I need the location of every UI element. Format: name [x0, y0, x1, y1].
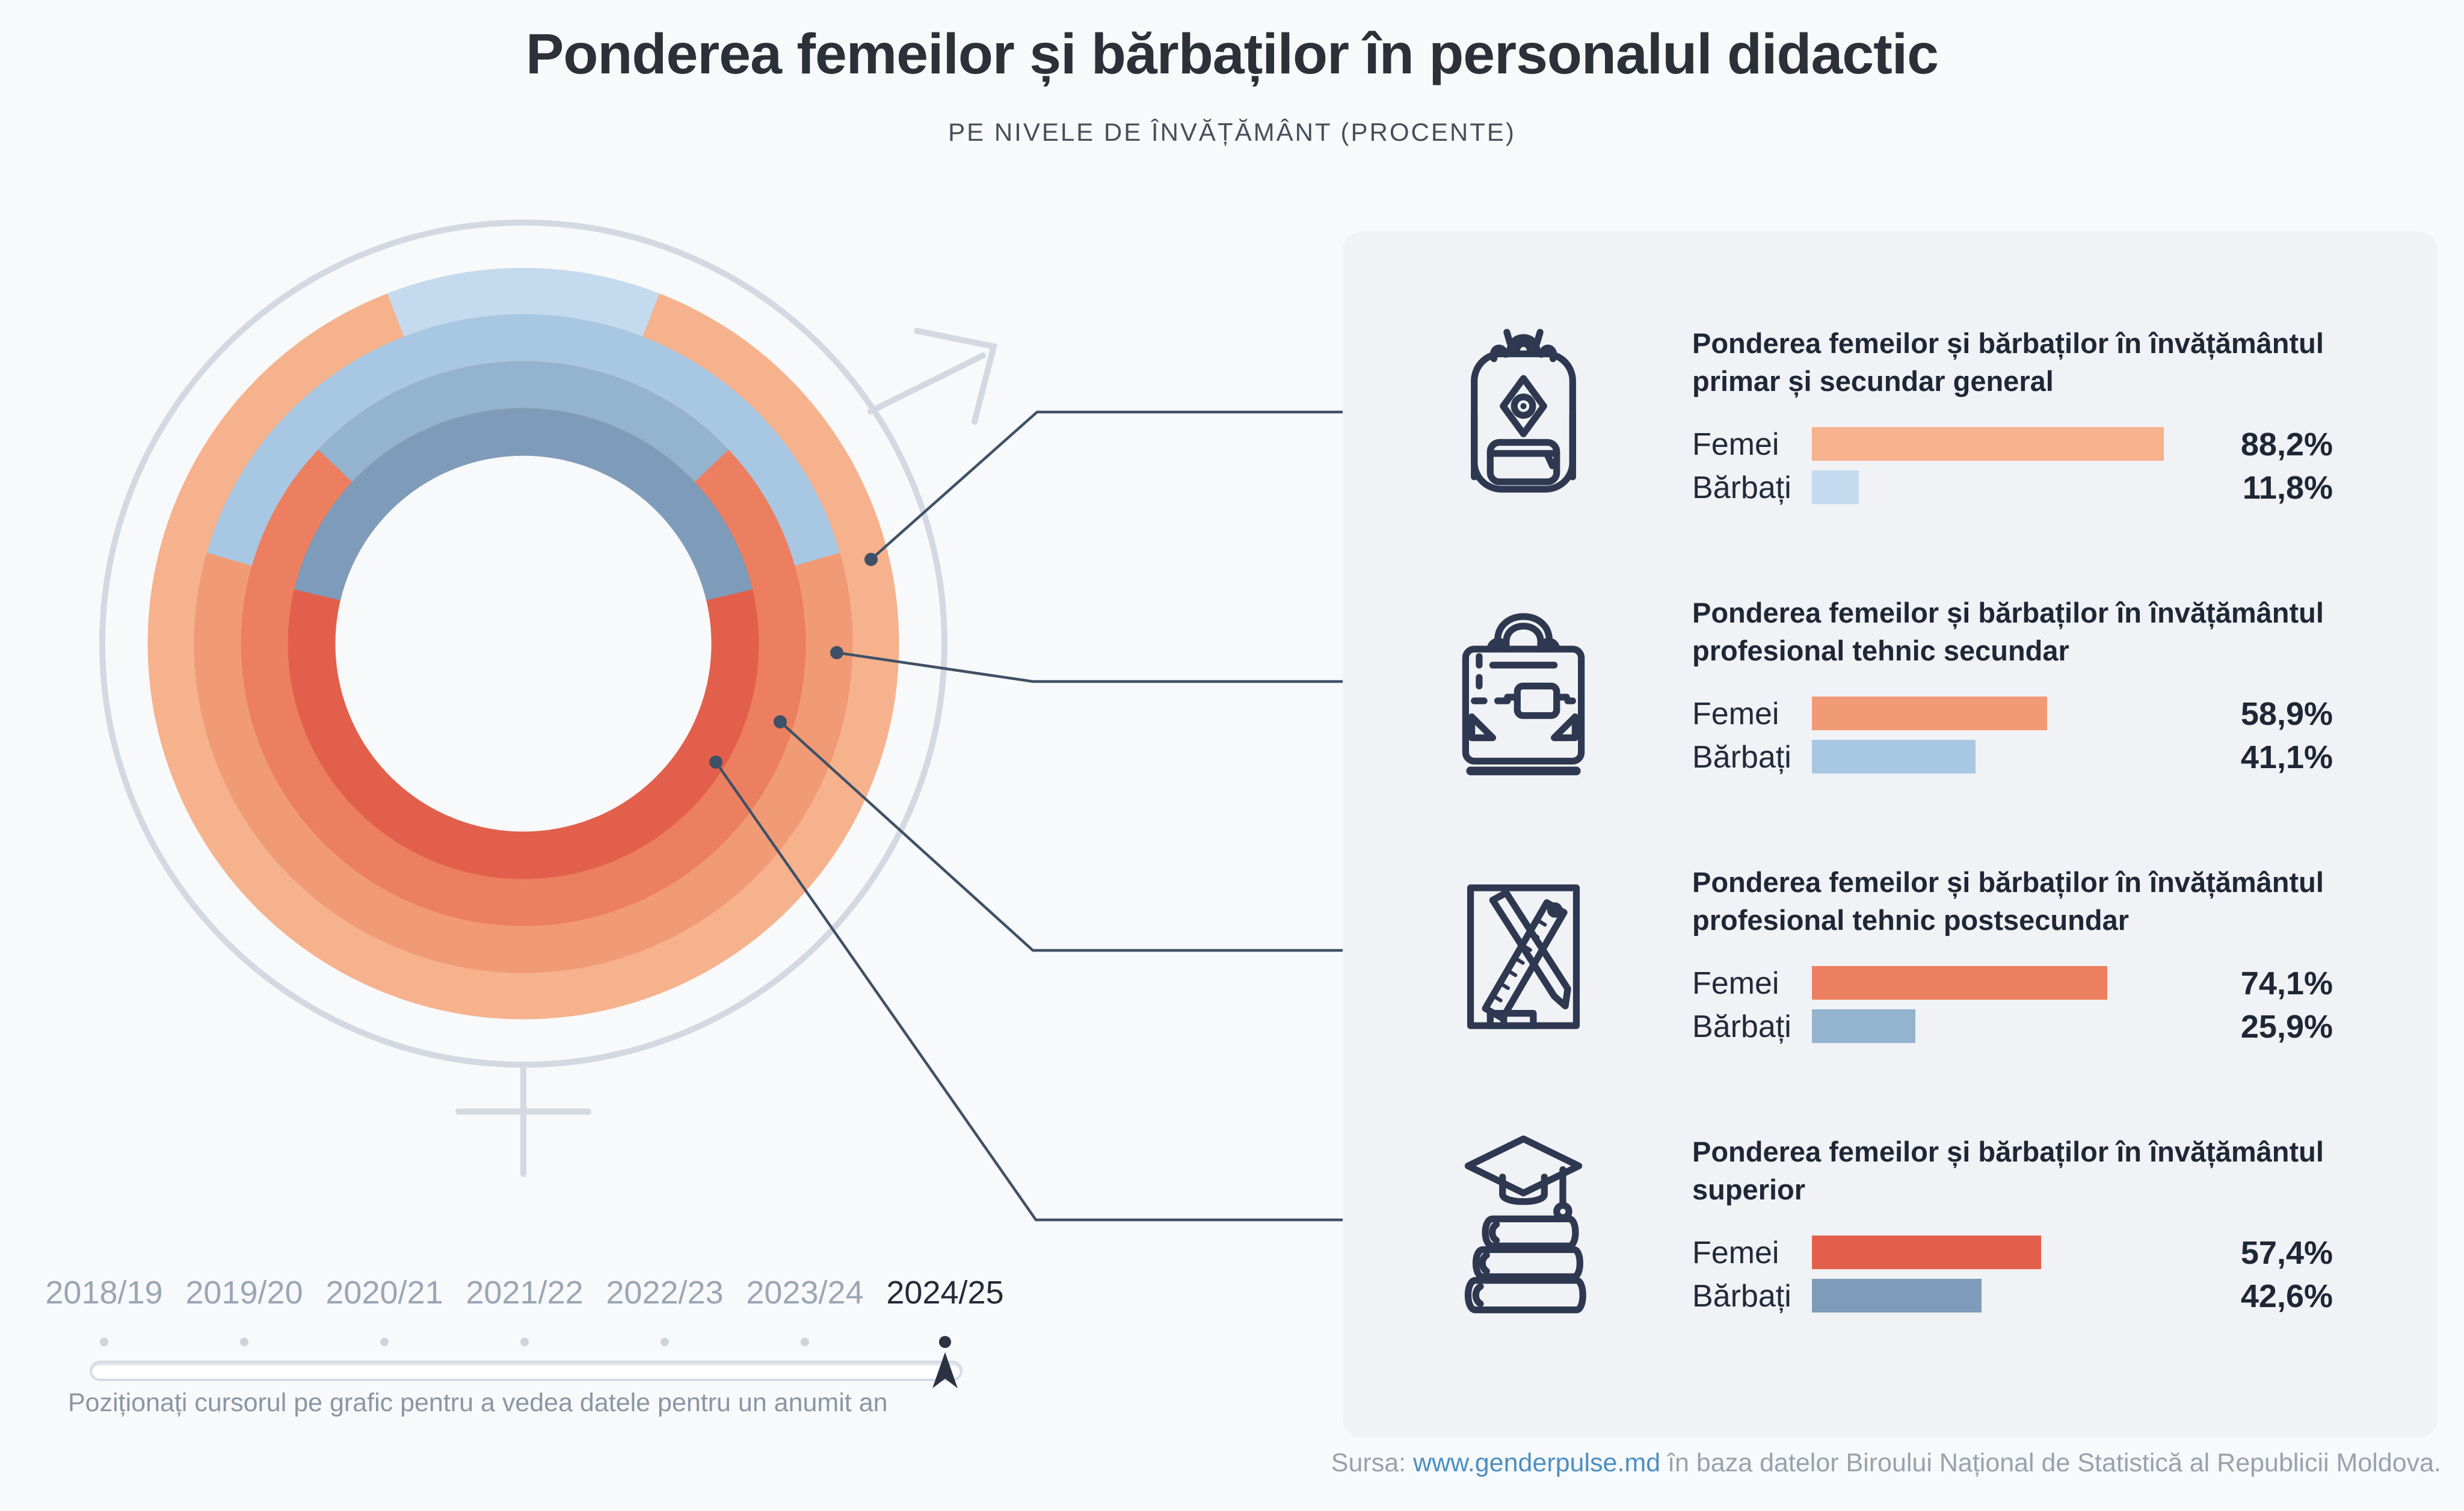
- source-link[interactable]: www.genderpulse.md: [1413, 1448, 1661, 1477]
- level-card-tehnic-secundar: Ponderea femeilor și bărbaților în învăț…: [1343, 597, 2438, 856]
- active-year-dot: [939, 1336, 951, 1348]
- card-title: Ponderea femeilor și bărbaților în învăț…: [1692, 1133, 2408, 1208]
- femei-value: 88,2%: [2240, 426, 2333, 463]
- year-label-2018-19[interactable]: 2018/19: [45, 1275, 163, 1311]
- connector-line-1: [870, 410, 1394, 561]
- femei-bar: [1812, 966, 2107, 1000]
- page-title: Ponderea femeilor și bărbaților în perso…: [526, 22, 1939, 86]
- pencil-ruler-icon: [1456, 860, 1591, 1049]
- connector-dot-2: [830, 646, 843, 659]
- ring-0-barbati-arc[interactable]: [387, 268, 660, 338]
- femei-value: 74,1%: [2240, 965, 2333, 1002]
- year-label-2021-22[interactable]: 2021/22: [466, 1275, 584, 1311]
- barbati-bar: [1812, 740, 1976, 774]
- graduation-books-icon: [1456, 1129, 1591, 1319]
- card-title-line1: Ponderea femeilor și bărbaților în învăț…: [1692, 597, 2324, 629]
- femei-bar: [1812, 1236, 2041, 1269]
- level-card-superior: Ponderea femeilor și bărbaților în învăț…: [1343, 1133, 2438, 1395]
- barbati-value: 41,1%: [2240, 739, 2333, 775]
- year-dot-2023-24[interactable]: [801, 1338, 809, 1346]
- card-title-line2: profesional tehnic postsecundar: [1692, 904, 2130, 936]
- source-line: Sursa: www.genderpulse.md în baza datelo…: [1331, 1448, 2441, 1478]
- connector-line-4: [715, 761, 1394, 1222]
- card-title-line2: primar și secundar general: [1692, 365, 2054, 397]
- ring-1-barbati-arc[interactable]: [206, 314, 840, 566]
- ring-2-barbati-arc[interactable]: [318, 361, 729, 482]
- donut-rings[interactable]: [147, 268, 899, 1020]
- card-title-line1: Ponderea femeilor și bărbaților în învăț…: [1692, 327, 2324, 359]
- femei-bar: [1812, 427, 2164, 461]
- year-label-2024-25[interactable]: 2024/25: [886, 1275, 1004, 1311]
- barbati-bar: [1812, 470, 1859, 504]
- slider-cursor-pin[interactable]: [926, 1336, 964, 1391]
- card-title: Ponderea femeilor și bărbaților în învăț…: [1692, 863, 2408, 939]
- barbati-bar: [1812, 1279, 1982, 1313]
- page-subtitle: PE NIVELE DE ÎNVĂȚĂMÂNT (PROCENTE): [948, 118, 1516, 146]
- card-title: Ponderea femeilor și bărbaților în învăț…: [1692, 324, 2408, 400]
- slider-track[interactable]: [90, 1361, 962, 1381]
- femei-label: Femei: [1692, 697, 1779, 731]
- card-title-line1: Ponderea femeilor și bărbaților în învăț…: [1692, 1136, 2324, 1168]
- female-cross-icon: [455, 1063, 591, 1177]
- barbati-label: Bărbați: [1692, 1279, 1791, 1314]
- backpack-icon: [1456, 321, 1591, 510]
- connector-dot-4: [709, 756, 722, 769]
- timeline-hint: Poziționați cursorul pe grafic pentru a …: [68, 1388, 888, 1417]
- year-label-2020-21[interactable]: 2020/21: [325, 1275, 443, 1311]
- barbati-label: Bărbați: [1692, 1009, 1791, 1044]
- barbati-value: 11,8%: [2242, 470, 2333, 506]
- level-card-primar-secundar: Ponderea femeilor și bărbaților în învăț…: [1343, 327, 2438, 586]
- card-title-line2: profesional tehnic secundar: [1692, 635, 2069, 666]
- briefcase-icon: [1456, 590, 1591, 780]
- connector-line-2: [836, 651, 1394, 683]
- card-title: Ponderea femeilor și bărbaților în învăț…: [1692, 594, 2408, 669]
- year-dot-2021-22[interactable]: [520, 1338, 529, 1346]
- year-dot-2019-20[interactable]: [240, 1338, 248, 1346]
- connector-dot-1: [864, 553, 878, 566]
- connector-lines: [715, 410, 1394, 1222]
- femei-bar: [1812, 697, 2047, 730]
- femei-value: 57,4%: [2240, 1235, 2333, 1271]
- year-dot-2020-21[interactable]: [380, 1338, 389, 1346]
- year-label-2023-24[interactable]: 2023/24: [746, 1275, 864, 1311]
- year-dot-2018-19[interactable]: [100, 1338, 108, 1346]
- male-arrow-icon: [867, 352, 986, 414]
- male-arrowhead-icon: [914, 328, 998, 425]
- level-card-tehnic-postsecundar: Ponderea femeilor și bărbaților în învăț…: [1343, 866, 2438, 1125]
- card-title-line1: Ponderea femeilor și bărbaților în învăț…: [1692, 866, 2324, 898]
- connector-line-3: [779, 721, 1394, 952]
- year-dot-2022-23[interactable]: [661, 1338, 669, 1346]
- card-title-line2: superior: [1692, 1174, 1806, 1205]
- gender-symbol: [99, 220, 998, 1177]
- connector-dots: [709, 553, 878, 769]
- year-label-2022-23[interactable]: 2022/23: [606, 1275, 724, 1311]
- source-prefix: Sursa:: [1331, 1448, 1414, 1477]
- details-panel: Ponderea femeilor și bărbaților în învăț…: [1343, 232, 2438, 1438]
- femei-label: Femei: [1692, 1236, 1779, 1270]
- ring-3-barbati-arc[interactable]: [294, 408, 753, 601]
- year-label-2019-20[interactable]: 2019/20: [185, 1275, 303, 1311]
- barbati-label: Bărbați: [1692, 470, 1791, 505]
- barbati-value: 25,9%: [2240, 1009, 2333, 1045]
- cursor-arrow-icon: [932, 1352, 958, 1388]
- connector-dot-3: [774, 715, 787, 728]
- barbati-bar: [1812, 1009, 1915, 1043]
- femei-value: 58,9%: [2240, 696, 2333, 732]
- barbati-value: 42,6%: [2240, 1278, 2333, 1314]
- barbati-label: Bărbați: [1692, 740, 1791, 775]
- femei-label: Femei: [1692, 966, 1779, 1001]
- femei-label: Femei: [1692, 427, 1779, 462]
- source-suffix: în baza datelor Biroului Național de Sta…: [1660, 1448, 2441, 1477]
